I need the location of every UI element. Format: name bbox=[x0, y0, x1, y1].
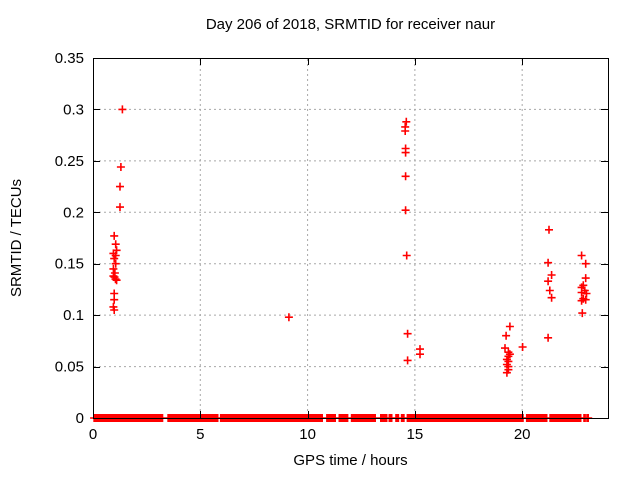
x-tick-label: 0 bbox=[89, 426, 97, 443]
x-tick-label: 20 bbox=[514, 426, 531, 443]
chart-title: Day 206 of 2018, SRMTID for receiver nau… bbox=[205, 16, 496, 33]
y-tick-label: 0.2 bbox=[63, 204, 84, 221]
y-tick-label: 0.15 bbox=[55, 256, 84, 273]
x-axis-label: GPS time / hours bbox=[293, 452, 408, 469]
x-tick-label: 5 bbox=[196, 426, 204, 443]
y-tick-label: 0.1 bbox=[63, 307, 84, 324]
y-tick-label: 0.25 bbox=[55, 153, 84, 170]
scatter-points bbox=[109, 105, 591, 377]
x-tick-label: 15 bbox=[407, 426, 424, 443]
y-tick-label: 0 bbox=[76, 410, 84, 427]
y-tick-label: 0.05 bbox=[55, 359, 84, 376]
y-tick-label: 0.35 bbox=[55, 50, 84, 67]
y-tick-label: 0.3 bbox=[63, 101, 84, 118]
x-tick-label: 10 bbox=[299, 426, 316, 443]
